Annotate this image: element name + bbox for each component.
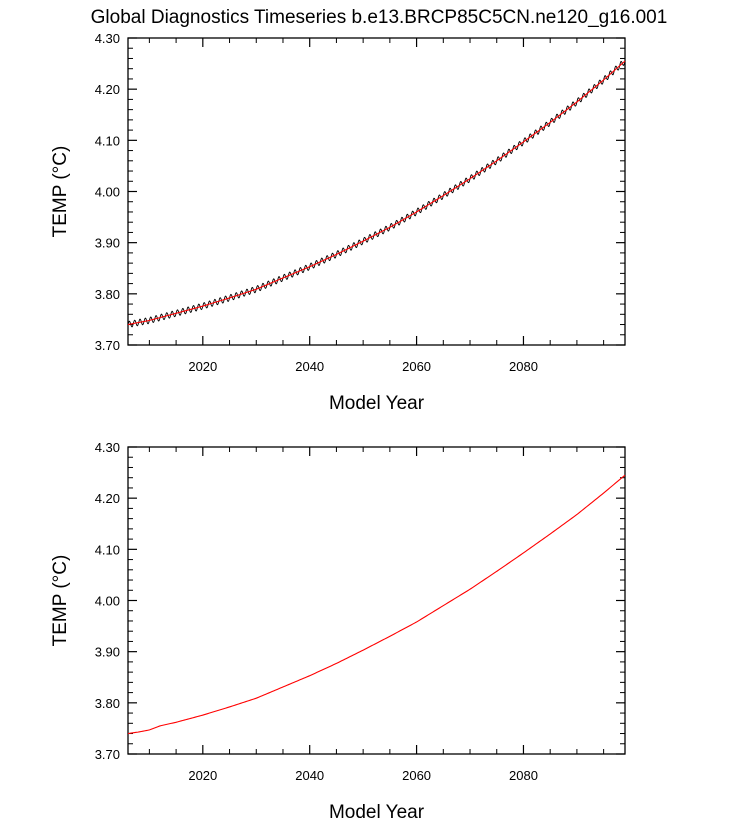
x-tick-label: 2060 bbox=[402, 768, 431, 783]
y-tick-label: 3.70 bbox=[95, 338, 120, 353]
y-tick-label: 3.70 bbox=[95, 747, 120, 762]
x-tick-label: 2040 bbox=[295, 359, 324, 374]
y-tick-label: 3.90 bbox=[95, 236, 120, 251]
panel-bottom: 2020 2040 2060 2080 3.70 3.80 3.90 4.00 4.10 4.20… bbox=[50, 440, 626, 823]
x-tick-label: 2020 bbox=[188, 768, 217, 783]
x-axis-label: Model Year bbox=[329, 393, 425, 414]
y-axis-label: TEMP (°C) bbox=[50, 146, 71, 238]
y-tick-label: 4.00 bbox=[95, 185, 120, 200]
y-tick-label: 3.80 bbox=[95, 287, 120, 302]
y-tick-label: 4.30 bbox=[95, 31, 120, 46]
series-line bbox=[127, 60, 626, 328]
x-tick-label: 2040 bbox=[295, 768, 324, 783]
x-tick-label: 2020 bbox=[188, 359, 217, 374]
y-tick-label: 4.20 bbox=[95, 82, 120, 97]
y-tick-label: 4.20 bbox=[95, 491, 120, 506]
y-tick-label: 4.10 bbox=[95, 133, 120, 148]
series-line bbox=[127, 474, 626, 735]
series-line bbox=[127, 60, 626, 326]
x-tick-label: 2080 bbox=[509, 768, 538, 783]
plot-frame bbox=[127, 446, 626, 755]
x-axis-label: Model Year bbox=[329, 802, 425, 823]
x-tick-label: 2080 bbox=[509, 359, 538, 374]
y-tick-label: 4.10 bbox=[95, 542, 120, 557]
y-tick-label: 4.30 bbox=[95, 440, 120, 455]
plot-frame bbox=[127, 37, 626, 346]
y-tick-label: 4.00 bbox=[95, 594, 120, 609]
y-axis-label: TEMP (°C) bbox=[50, 555, 71, 647]
figure-title: Global Diagnostics Timeseries b.e13.BRCP… bbox=[91, 7, 668, 28]
panel-top: 2020 2040 2060 2080 3.70 3.80 3.90 4.00 4.10 4.20… bbox=[50, 31, 626, 414]
y-tick-label: 3.80 bbox=[95, 696, 120, 711]
x-tick-label: 2060 bbox=[402, 359, 431, 374]
y-tick-label: 3.90 bbox=[95, 645, 120, 660]
